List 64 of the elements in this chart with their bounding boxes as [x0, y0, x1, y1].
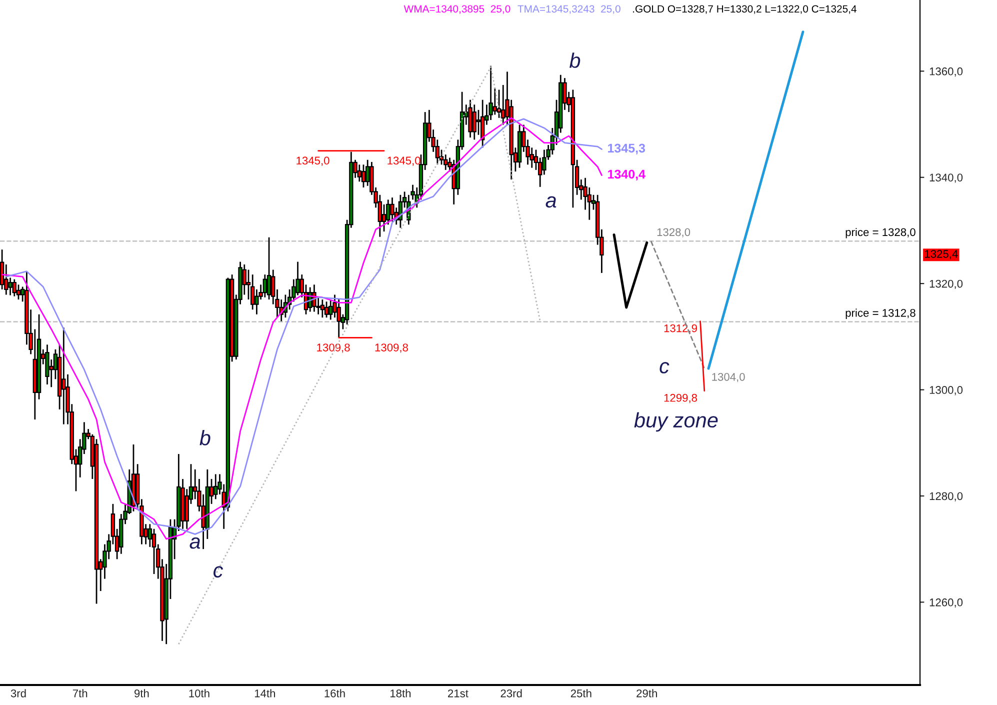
data-label: 1312,9 — [664, 324, 697, 334]
x-tick-label: 21st — [448, 689, 468, 698]
candlestick — [266, 236, 272, 300]
candlestick — [444, 154, 448, 171]
data-label: 1309,8 — [375, 344, 408, 353]
data-label: 1345,3 — [608, 144, 646, 154]
x-tick-label: 3rd — [10, 689, 26, 698]
candlestick — [152, 528, 156, 575]
x-tick-label: 18th — [390, 689, 411, 698]
y-tick-label: 1300,0 — [930, 386, 963, 396]
candlestick — [390, 196, 394, 222]
candlestick — [472, 104, 476, 140]
ref-line-label: price = 1312,8 — [846, 308, 916, 320]
candlestick — [468, 99, 472, 138]
x-tick-label: 14th — [254, 689, 276, 698]
y-tick-label: 1260,0 — [930, 598, 963, 608]
candlestick — [328, 298, 333, 320]
candlestick — [62, 326, 66, 425]
data-label: 1328,0 — [657, 228, 690, 238]
annotation: a — [546, 196, 556, 208]
annotation: c — [660, 362, 670, 374]
data-label: 1345,0 — [388, 156, 420, 166]
candlestick — [16, 284, 21, 300]
candlestick — [324, 300, 329, 318]
x-tick-label: 7th — [72, 689, 88, 698]
annotation: c — [214, 566, 224, 578]
x-tick-label: 10th — [189, 689, 210, 698]
candlestick — [214, 473, 218, 500]
x-tick-label: 25th — [570, 689, 592, 698]
candlestick — [488, 65, 493, 121]
x-tick-label: 23rd — [500, 689, 522, 698]
data-label: 1340,4 — [608, 170, 646, 180]
y-tick-label: 1360,0 — [930, 67, 963, 77]
ref-line-label: price = 1328,0 — [846, 228, 916, 238]
candlestick — [492, 86, 498, 116]
candlestick — [320, 298, 325, 318]
candlestick — [361, 164, 366, 188]
y-tick-label: 1280,0 — [930, 492, 963, 502]
candlestick — [262, 274, 268, 298]
annotation: b — [200, 430, 210, 446]
y-tick-label: 1320,0 — [930, 280, 963, 290]
annotation: a — [190, 537, 200, 549]
candlestick — [12, 278, 16, 297]
data-label: 1345,0 — [296, 156, 330, 166]
candlestick — [250, 274, 255, 310]
text: 1325,4 — [925, 250, 958, 260]
candlestick — [45, 344, 50, 386]
candlestick — [254, 288, 259, 316]
candlestick — [382, 204, 386, 232]
candlestick — [476, 109, 481, 136]
chart-title: .GOLD O=1328,7 H=1330,2 L=1322,0 C=1325,4 — [633, 5, 856, 14]
text: TMA=1345,3243 25,0 — [518, 5, 620, 14]
data-label: 1304,0 — [712, 372, 745, 382]
annotation: b — [570, 52, 580, 68]
data-label: 1299,8 — [664, 394, 698, 404]
candlestick — [8, 277, 12, 296]
data-label: 1309,8 — [317, 344, 350, 353]
x-tick-label: 9th — [134, 689, 149, 698]
text: WMA=1340,3895 25,0 — [404, 5, 510, 14]
x-tick-label: 16th — [324, 689, 345, 698]
annotation: buy zone — [634, 412, 718, 432]
candlestick — [0, 248, 4, 290]
x-tick-label: 29th — [636, 689, 657, 698]
y-tick-label: 1340,0 — [930, 174, 963, 183]
